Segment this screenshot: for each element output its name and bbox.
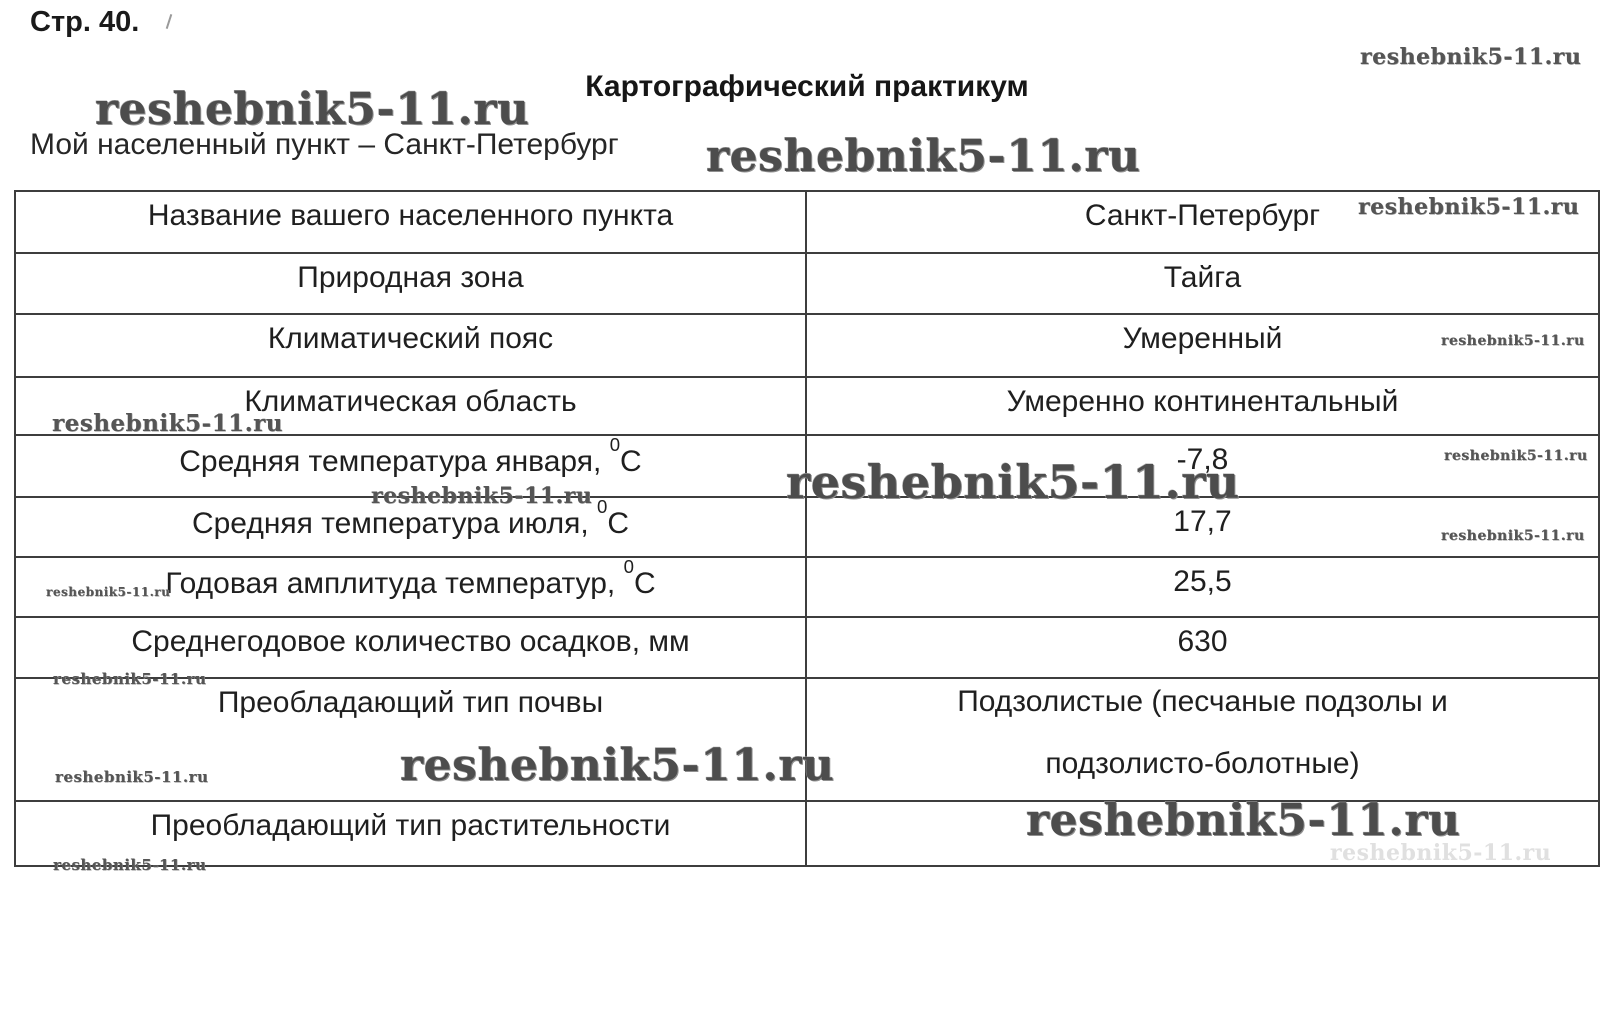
- table-row: Климатическая область Умеренно континент…: [16, 378, 1598, 436]
- degree-superscript: 0: [609, 433, 621, 455]
- row-value-cell: Умеренно континентальный: [807, 378, 1598, 434]
- row-label: Климатическая область: [244, 385, 577, 418]
- watermark: reshebnik5-11.ru: [1441, 333, 1585, 349]
- watermark-faded: reshebnik5-11.ru: [1330, 840, 1552, 866]
- row-value-cell: 630: [807, 618, 1598, 677]
- row-label-cell: Название вашего населенного пункта: [16, 192, 807, 252]
- row-label: Преобладающий тип растительности: [150, 809, 671, 842]
- row-label-cell: Средняя температура января, 0С: [16, 433, 807, 496]
- watermark: reshebnik5-11.ru: [46, 585, 171, 599]
- watermark: reshebnik5-11.ru: [95, 84, 530, 135]
- row-label: Преобладающий тип почвы: [217, 686, 604, 719]
- row-label: Средняя температура июля,: [191, 507, 598, 540]
- row-value: 630: [1177, 625, 1228, 658]
- row-value-cell: 25,5: [807, 558, 1598, 616]
- page-subtitle: Мой населенный пункт – Санкт-Петербург: [30, 128, 619, 161]
- row-label: Средняя температура января,: [179, 445, 610, 478]
- table-row: Название вашего населенного пункта Санкт…: [16, 192, 1598, 254]
- row-label: Климатический пояс: [267, 322, 554, 355]
- row-label-suffix: С: [620, 445, 642, 478]
- row-value: 25,5: [1173, 565, 1232, 598]
- watermark: reshebnik5-11.ru: [706, 131, 1141, 182]
- row-label-suffix: С: [633, 567, 656, 600]
- row-value: Санкт-Петербург: [1084, 199, 1321, 232]
- page-number-label: Стр. 40.: [30, 6, 140, 38]
- row-label-cell: Средняя температура июля, 0С: [16, 495, 807, 556]
- row-label-cell: Преобладающий тип растительности: [16, 802, 807, 865]
- row-label-suffix: С: [607, 507, 630, 540]
- table-row: Годовая амплитуда температур, 0С 25,5: [16, 555, 1598, 618]
- watermark: reshebnik5-11.ru: [1358, 194, 1580, 220]
- degree-superscript: 0: [623, 555, 634, 577]
- row-value-cell: 17,7: [807, 498, 1598, 556]
- table-row: Средняя температура июля, 0С 17,7: [16, 495, 1598, 558]
- climate-data-table: Название вашего населенного пункта Санкт…: [14, 190, 1600, 867]
- row-label-cell: Климатическая область: [16, 378, 807, 434]
- row-label-cell: Годовая амплитуда температур, 0С: [16, 555, 807, 616]
- row-value-line: подзолисто-болотные): [1045, 747, 1360, 780]
- page-title: Картографический практикум: [585, 70, 1029, 103]
- watermark: reshebnik5-11.ru: [55, 768, 209, 786]
- row-value-line: Подзолистые (песчаные подзолы и: [957, 685, 1448, 718]
- table-row: Преобладающий тип растительности: [16, 802, 1598, 865]
- row-label-cell: Среднегодовое количество осадков, мм: [16, 618, 807, 677]
- row-label: Годовая амплитуда температур,: [165, 567, 624, 600]
- pen-tick-mark: [165, 14, 173, 29]
- degree-superscript: 0: [597, 495, 608, 517]
- row-value-cell: Умеренный: [807, 315, 1598, 376]
- watermark: reshebnik5-11.ru: [1444, 448, 1588, 464]
- row-value-cell: Санкт-Петербург: [807, 192, 1598, 252]
- watermark: reshebnik5-11.ru: [53, 670, 207, 688]
- watermark: reshebnik5-11.ru: [400, 740, 835, 791]
- row-label: Название вашего населенного пункта: [147, 199, 674, 232]
- watermark: reshebnik5-11.ru: [53, 856, 207, 874]
- row-label-cell: Преобладающий тип почвы: [16, 679, 807, 800]
- watermark: reshebnik5-11.ru: [786, 455, 1240, 509]
- table-row: Климатический пояс Умеренный: [16, 315, 1598, 378]
- watermark: reshebnik5-11.ru: [1441, 528, 1585, 544]
- row-label: Природная зона: [297, 261, 524, 294]
- row-value: Умеренно континентальный: [1006, 385, 1399, 418]
- table-row: Преобладающий тип почвы Подзолистые (пес…: [16, 679, 1598, 802]
- watermark: reshebnik5-11.ru: [1360, 44, 1582, 70]
- watermark: reshebnik5-11.ru: [371, 483, 593, 509]
- watermark: reshebnik5-11.ru: [1026, 795, 1461, 846]
- row-label-cell: Климатический пояс: [16, 315, 807, 376]
- row-value: 17,7: [1173, 505, 1232, 538]
- row-value-cell: -7,8: [807, 436, 1598, 496]
- table-row: Средняя температура января, 0С -7,8: [16, 433, 1598, 498]
- table-row: Природная зона Тайга: [16, 254, 1598, 315]
- row-value-cell: Подзолистые (песчаные подзолы и подзолис…: [807, 679, 1598, 800]
- row-label-cell: Природная зона: [16, 254, 807, 313]
- table-row: Среднегодовое количество осадков, мм 630: [16, 618, 1598, 679]
- row-value: Умеренный: [1122, 322, 1283, 355]
- row-value: -7,8: [1176, 443, 1229, 476]
- row-label: Среднегодовое количество осадков, мм: [131, 625, 690, 658]
- row-value: Тайга: [1163, 261, 1242, 294]
- watermark: reshebnik5-11.ru: [52, 410, 283, 437]
- row-value-cell: Тайга: [807, 254, 1598, 313]
